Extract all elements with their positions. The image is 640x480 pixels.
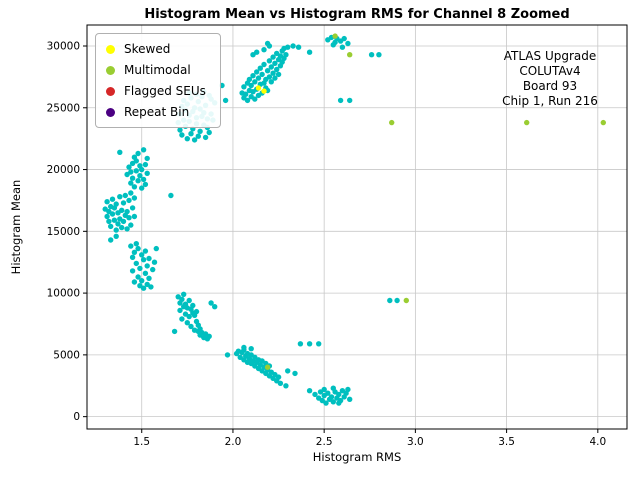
run-info-annotation: ATLAS Upgrade COLUTAv4 Board 93 Chip 1, … (480, 49, 620, 109)
legend-label: Skewed (124, 42, 171, 56)
legend-label: Repeat Bin (124, 105, 190, 119)
legend-item-multimodal: Multimodal (106, 63, 206, 77)
svg-text:30000: 30000 (47, 41, 80, 53)
y-axis-label: Histogram Mean (9, 179, 23, 275)
annotation-line: Board 93 (522, 79, 578, 93)
legend-label: Flagged SEUs (124, 84, 206, 98)
svg-text:4.0: 4.0 (589, 436, 606, 448)
svg-text:20000: 20000 (47, 164, 80, 176)
repeat-bin-marker-icon (106, 107, 115, 117)
annotation-line: Chip 1, Run 216 (502, 94, 598, 108)
svg-text:5000: 5000 (53, 349, 80, 361)
svg-text:2.0: 2.0 (225, 436, 242, 448)
annotation-line: ATLAS Upgrade (503, 49, 597, 63)
svg-text:3.0: 3.0 (407, 436, 424, 448)
svg-text:2.5: 2.5 (316, 436, 333, 448)
svg-text:3.5: 3.5 (498, 436, 515, 448)
legend-item-skewed: Skewed (106, 42, 206, 56)
legend-label: Multimodal (124, 63, 191, 77)
svg-text:25000: 25000 (47, 102, 80, 114)
svg-text:0: 0 (73, 411, 80, 423)
legend-item-repeat-bin: Repeat Bin (106, 105, 206, 119)
legend-item-flagged-seus: Flagged SEUs (106, 84, 206, 98)
multimodal-marker-icon (106, 65, 115, 75)
svg-text:15000: 15000 (47, 226, 80, 238)
chart-title: Histogram Mean vs Histogram RMS for Chan… (144, 7, 570, 22)
x-axis-label: Histogram RMS (312, 450, 402, 464)
annotation-line: COLUTAv4 (519, 64, 581, 78)
svg-text:10000: 10000 (47, 288, 80, 300)
skewed-marker-icon (106, 44, 115, 54)
legend: Skewed Multimodal Flagged SEUs Repeat Bi… (95, 33, 221, 128)
svg-text:1.5: 1.5 (133, 436, 150, 448)
flagged-seus-marker-icon (106, 86, 115, 96)
